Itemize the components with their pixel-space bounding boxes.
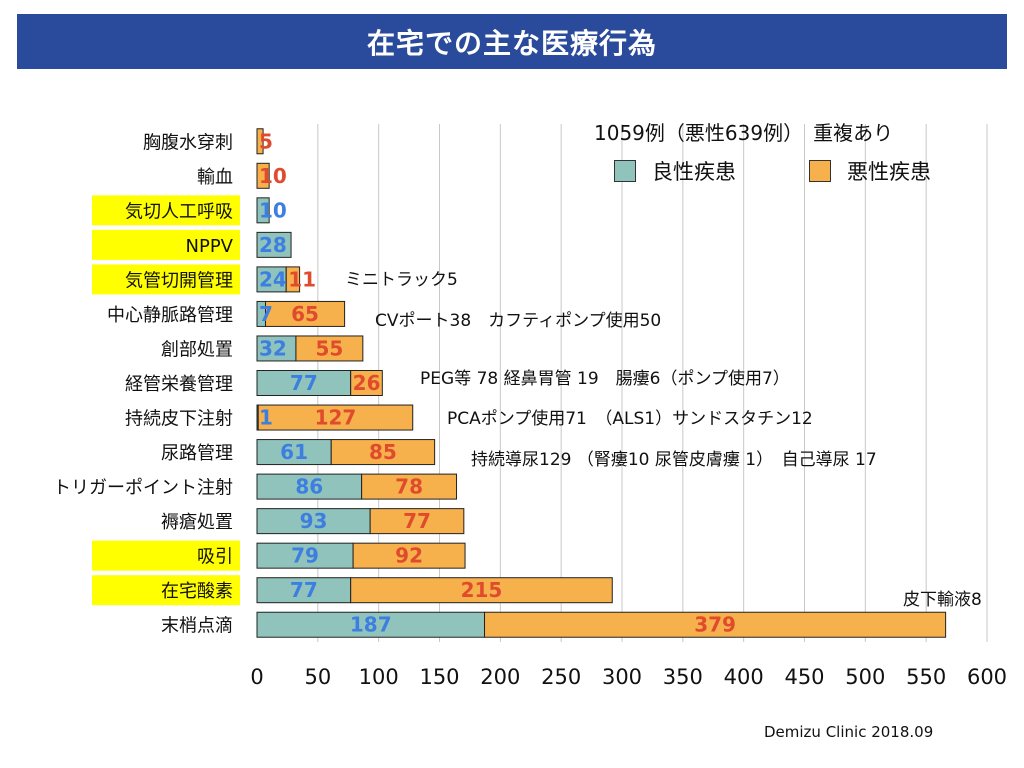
legend-label-malignant: 悪性疾患 <box>847 160 931 184</box>
bar-benign <box>256 439 332 466</box>
legend-swatch-malignant <box>809 160 831 182</box>
category-highlight <box>92 195 240 226</box>
bar-malignant <box>265 300 346 327</box>
x-tick-label: 100 <box>359 665 399 689</box>
bar-benign <box>256 473 363 500</box>
value-label-benign: 77 <box>290 578 318 602</box>
value-label-malignant: 11 <box>288 267 316 291</box>
category-label: トリガーポイント注射 <box>53 478 233 499</box>
x-tick-label: 500 <box>845 665 885 689</box>
category-label: 気管切開管理 <box>125 270 233 291</box>
chart-title: 在宅での主な医療行為 <box>17 14 1007 69</box>
legend-label-benign: 良性疾患 <box>652 160 736 184</box>
category-label: 経管栄養管理 <box>125 374 233 395</box>
x-tick-label: 300 <box>602 665 642 689</box>
legend-swatch-benign <box>614 160 636 182</box>
value-label-malignant: 379 <box>694 613 736 637</box>
bar-benign <box>256 197 270 224</box>
value-label-benign: 77 <box>290 371 318 395</box>
x-tick-label: 150 <box>419 665 459 689</box>
bar-malignant <box>350 370 383 396</box>
bar-malignant <box>257 404 414 431</box>
bar-malignant <box>361 473 458 500</box>
bar-benign <box>256 508 371 535</box>
category-label: 気切人工呼吸 <box>125 201 233 222</box>
category-highlight <box>92 229 240 260</box>
value-label-benign: 10 <box>259 198 287 222</box>
value-label-benign: 28 <box>259 233 287 257</box>
bar-malignant <box>350 577 613 604</box>
x-tick-label: 400 <box>724 665 764 689</box>
value-label-malignant: 77 <box>403 509 431 533</box>
note-urinary: 持続導尿129 （腎瘻10 尿管皮膚瘻 1） 自己導尿 17 <box>471 450 877 470</box>
bar-malignant <box>330 439 436 466</box>
value-label-benign: 93 <box>300 509 328 533</box>
bar-malignant <box>256 128 264 155</box>
x-tick-label: 50 <box>304 665 331 689</box>
value-label-benign: 61 <box>280 440 308 464</box>
x-tick-label: 250 <box>541 665 581 689</box>
value-label-benign: 79 <box>291 544 319 568</box>
credit-text: Demizu Clinic 2018.09 <box>764 723 934 741</box>
value-label-malignant: 85 <box>369 440 397 464</box>
note-tube-feeding: PEG等 78 経鼻胃管 19 腸瘻6（ポンプ使用7） <box>420 369 790 389</box>
category-label: 中心静脈路管理 <box>107 305 233 326</box>
x-tick-label: 600 <box>967 665 1007 689</box>
note-cvport: CVポート38 カフティポンプ使用50 <box>375 311 662 331</box>
value-label-benign: 24 <box>259 267 287 291</box>
bar-benign <box>256 611 486 638</box>
value-label-benign: 7 <box>259 302 273 326</box>
value-label-malignant: 215 <box>461 578 503 602</box>
bar-benign <box>256 370 352 396</box>
category-highlight <box>92 264 240 295</box>
bar-benign <box>256 266 287 293</box>
value-label-malignant: 10 <box>259 164 287 188</box>
bar-malignant <box>285 266 301 293</box>
bar-malignant <box>484 611 947 638</box>
value-label-malignant: 65 <box>291 302 319 326</box>
value-label-malignant: 55 <box>315 336 343 360</box>
value-label-benign: 32 <box>259 336 287 360</box>
x-tick-label: 200 <box>480 665 520 689</box>
summary-text: 1059例（悪性639例） 重複あり <box>594 121 894 145</box>
value-label-benign: 187 <box>350 613 392 637</box>
category-label: 在宅酸素 <box>161 581 233 602</box>
value-label-malignant: 127 <box>315 406 357 430</box>
category-label: 吸引 <box>197 547 233 568</box>
x-tick-label: 350 <box>663 665 703 689</box>
bar-malignant <box>256 162 270 189</box>
x-tick-label: 550 <box>906 665 946 689</box>
category-label: 持続皮下注射 <box>125 409 233 430</box>
value-label-malignant: 92 <box>395 544 423 568</box>
category-label: 創部処置 <box>161 339 233 360</box>
note-drip: 皮下輸液8 <box>903 590 982 610</box>
value-label-malignant: 5 <box>259 129 273 153</box>
bar-malignant <box>295 335 364 362</box>
category-highlight <box>92 575 240 606</box>
bar-benign <box>256 231 292 258</box>
category-label: 輸血 <box>197 167 233 188</box>
category-label: 尿路管理 <box>161 443 233 464</box>
value-label-malignant: 78 <box>395 475 423 499</box>
category-label: 末梢点滴 <box>161 616 233 637</box>
x-tick-label: 0 <box>250 665 263 689</box>
bar-benign <box>256 542 354 569</box>
category-label: 胸腹水穿刺 <box>143 132 233 153</box>
value-label-benign: 1 <box>259 406 273 430</box>
x-tick-label: 450 <box>784 665 824 689</box>
note-tracheostomy: ミニトラック5 <box>345 270 458 290</box>
value-label-benign: 86 <box>295 475 323 499</box>
note-subcutaneous: PCAポンプ使用71 （ALS1）サンドスタチン12 <box>447 409 813 429</box>
bar-malignant <box>352 542 466 569</box>
category-highlight <box>92 540 240 571</box>
category-label: 褥瘡処置 <box>161 512 233 533</box>
category-label: NPPV <box>186 236 234 257</box>
value-label-malignant: 26 <box>353 371 381 395</box>
bar-malignant <box>369 508 465 535</box>
